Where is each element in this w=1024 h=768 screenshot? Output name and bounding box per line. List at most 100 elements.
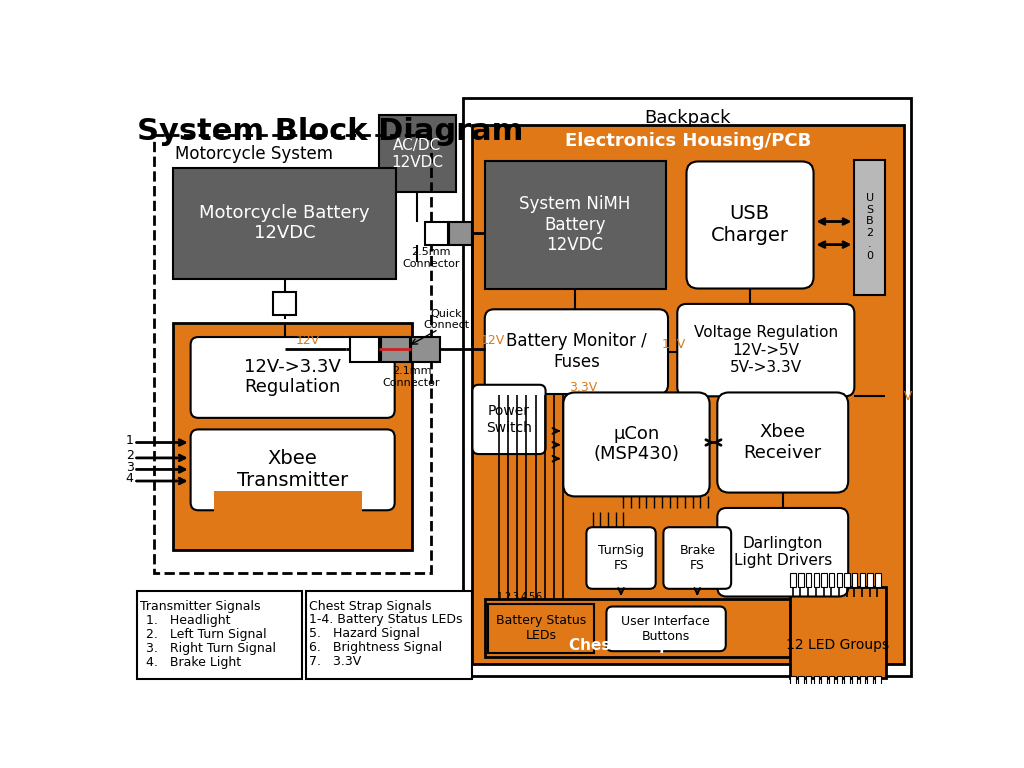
Text: System Block Diagram: System Block Diagram	[137, 117, 523, 146]
Bar	[806, 574, 811, 588]
Bar	[411, 337, 440, 362]
Text: System NiMH
Battery
12VDC: System NiMH Battery 12VDC	[519, 195, 631, 254]
Bar	[829, 676, 835, 690]
Bar	[845, 676, 850, 690]
Text: 3: 3	[126, 461, 134, 474]
Text: Electronics Housing/PCB: Electronics Housing/PCB	[565, 132, 811, 151]
Bar	[425, 221, 447, 245]
Text: 1-4. Battery Status LEDs: 1-4. Battery Status LEDs	[309, 614, 463, 627]
Text: TurnSig
FS: TurnSig FS	[598, 544, 644, 572]
Text: 2: 2	[505, 591, 511, 601]
Bar	[798, 574, 804, 588]
Bar	[867, 676, 872, 690]
FancyBboxPatch shape	[190, 429, 394, 510]
Text: 12V: 12V	[481, 333, 505, 346]
Text: 7.   3.3V: 7. 3.3V	[309, 655, 361, 668]
Bar	[379, 115, 456, 192]
Bar	[791, 574, 796, 588]
Text: Battery Monitor /
Fuses: Battery Monitor / Fuses	[506, 333, 647, 371]
Bar	[821, 676, 826, 690]
Bar	[472, 124, 903, 664]
Text: 6.   Brightness Signal: 6. Brightness Signal	[309, 641, 442, 654]
FancyBboxPatch shape	[563, 392, 710, 496]
Bar	[137, 591, 302, 679]
Bar	[876, 574, 881, 588]
Bar	[350, 337, 379, 362]
Text: 12V: 12V	[889, 390, 913, 402]
Bar	[852, 574, 857, 588]
Text: 4.   Brake Light: 4. Brake Light	[146, 656, 241, 669]
Text: 1: 1	[497, 591, 503, 601]
Text: 12V->3.3V
Regulation: 12V->3.3V Regulation	[244, 358, 341, 396]
FancyBboxPatch shape	[484, 310, 668, 394]
Text: Darlington
Light Drivers: Darlington Light Drivers	[733, 535, 831, 568]
Bar	[821, 574, 826, 588]
Bar	[852, 676, 857, 690]
Text: μCon
(MSP430): μCon (MSP430)	[594, 425, 680, 463]
FancyBboxPatch shape	[606, 607, 726, 651]
Text: Chest Strap PCB: Chest Strap PCB	[568, 637, 709, 653]
Bar	[381, 337, 410, 362]
Bar	[813, 574, 819, 588]
Bar	[860, 574, 865, 588]
Bar	[173, 167, 396, 280]
Text: Power
Switch: Power Switch	[485, 404, 531, 435]
FancyBboxPatch shape	[717, 508, 848, 597]
Text: 12V: 12V	[538, 293, 562, 306]
FancyBboxPatch shape	[190, 337, 394, 418]
Bar	[173, 323, 412, 551]
Text: 4: 4	[126, 472, 134, 485]
FancyBboxPatch shape	[664, 527, 731, 589]
Bar	[813, 676, 819, 690]
Text: User Interface
Buttons: User Interface Buttons	[622, 615, 710, 643]
Bar	[837, 574, 842, 588]
Text: Motorcycle Battery
12VDC: Motorcycle Battery 12VDC	[200, 204, 370, 243]
Text: 3.   Right Turn Signal: 3. Right Turn Signal	[146, 642, 275, 655]
Text: 5.   Hazard Signal: 5. Hazard Signal	[309, 627, 420, 641]
Text: 12V: 12V	[296, 333, 319, 346]
Text: 2.5mm
Connector: 2.5mm Connector	[402, 247, 460, 269]
Text: Xbee
Receiver: Xbee Receiver	[743, 423, 822, 462]
Text: 2.1mm
Connector: 2.1mm Connector	[383, 366, 440, 388]
Bar	[790, 588, 886, 678]
Text: Quick
Connect: Quick Connect	[423, 309, 469, 330]
Bar	[273, 293, 296, 316]
Text: AC/DC
12VDC: AC/DC 12VDC	[391, 137, 443, 170]
FancyBboxPatch shape	[472, 385, 546, 454]
Bar	[829, 574, 835, 588]
Text: 2.   Left Turn Signal: 2. Left Turn Signal	[146, 628, 266, 641]
Text: 3: 3	[512, 591, 518, 601]
Text: 3.3V: 3.3V	[569, 381, 598, 393]
Text: USB
Charger: USB Charger	[711, 204, 788, 245]
Bar	[854, 160, 885, 295]
Text: Transmitter
Housing/PCB: Transmitter Housing/PCB	[218, 495, 358, 536]
Bar	[487, 604, 594, 653]
Bar	[845, 574, 850, 588]
FancyBboxPatch shape	[717, 392, 848, 492]
Text: 12 LED Groups: 12 LED Groups	[785, 638, 889, 652]
Bar	[798, 676, 804, 690]
Bar	[867, 574, 872, 588]
Text: Transmitter
Housing/PCB: Transmitter Housing/PCB	[218, 495, 358, 536]
Text: 1.   Headlight: 1. Headlight	[146, 614, 230, 627]
Text: 1: 1	[126, 434, 134, 447]
Text: 6: 6	[536, 591, 542, 601]
Text: Backpack: Backpack	[644, 109, 730, 127]
Text: Motorcycle System: Motorcycle System	[175, 144, 333, 163]
Bar	[837, 676, 842, 690]
Bar	[791, 676, 796, 690]
Text: 2: 2	[126, 449, 134, 462]
Text: Chest Strap Signals: Chest Strap Signals	[309, 601, 432, 614]
Bar	[484, 161, 666, 289]
FancyBboxPatch shape	[686, 161, 813, 289]
Text: U
S
B
2
.
0: U S B 2 . 0	[865, 193, 873, 261]
Bar	[876, 676, 881, 690]
Text: 4: 4	[520, 591, 526, 601]
Bar	[484, 599, 850, 657]
Bar	[450, 221, 472, 245]
Text: Transmitter Signals: Transmitter Signals	[140, 601, 260, 614]
FancyBboxPatch shape	[677, 304, 854, 396]
Text: 12V: 12V	[662, 338, 685, 351]
Text: 5V: 5V	[758, 292, 774, 305]
Bar	[806, 676, 811, 690]
